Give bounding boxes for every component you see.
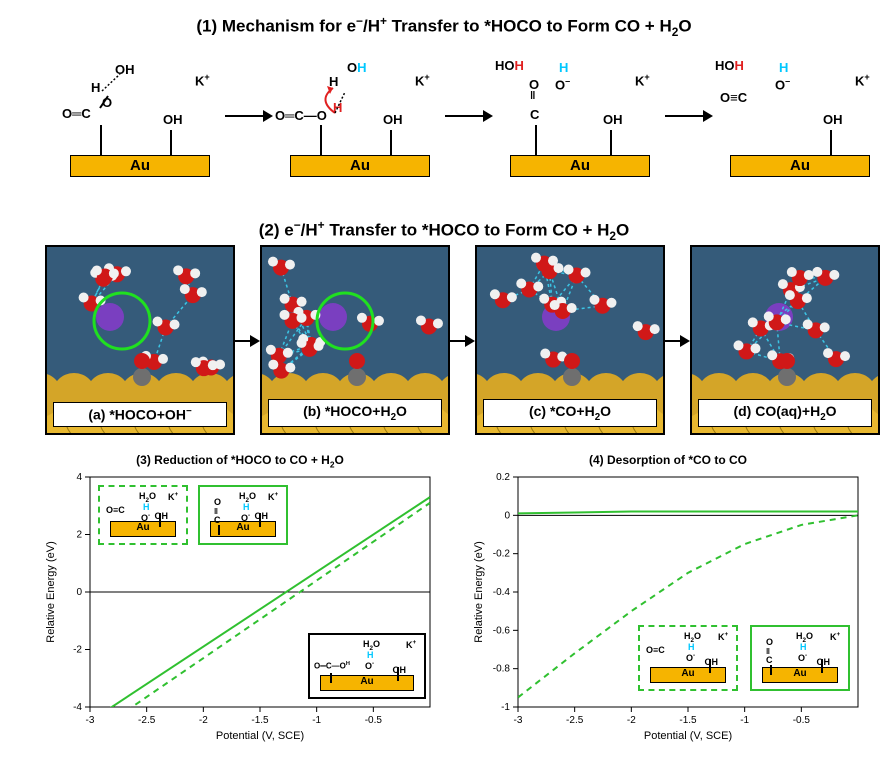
svg-text:-2: -2 (627, 715, 636, 726)
svg-text:-2.5: -2.5 (566, 715, 584, 726)
svg-text:Relative Energy (eV): Relative Energy (eV) (45, 541, 57, 643)
au-bar: Au (730, 155, 870, 177)
snap-arrow (233, 340, 252, 342)
bond-stick (610, 130, 612, 155)
schem-frame-d: Au O≡C HOH H O– OH K+ (715, 50, 885, 180)
svg-text:-2: -2 (73, 645, 82, 656)
svg-text:-0.5: -0.5 (793, 715, 811, 726)
svg-text:0.2: 0.2 (496, 472, 510, 483)
svg-text:Potential (V, SCE): Potential (V, SCE) (216, 730, 304, 742)
svg-text:-1.5: -1.5 (251, 715, 269, 726)
snap-label: (b) *HOCO+H2O (268, 399, 442, 427)
schem-frame-a: Au O═C O H OH OH K+ (55, 50, 225, 180)
chart3: (3) Reduction of *HOCO to CO + H2O -3-2.… (40, 455, 440, 745)
md-snapshot: (d) CO(aq)+H2O (690, 245, 880, 435)
svg-text:-2.5: -2.5 (138, 715, 156, 726)
au-bar: Au (70, 155, 210, 177)
au-bar: Au (510, 155, 650, 177)
schem-frame-b: Au O═C—O H H OH OH K+ (275, 50, 445, 180)
svg-text:0: 0 (76, 587, 82, 598)
snap-label: (d) CO(aq)+H2O (698, 399, 872, 427)
svg-text:-4: -4 (73, 702, 82, 713)
snap-arrow (663, 340, 682, 342)
svg-text:-0.5: -0.5 (365, 715, 383, 726)
mechanism-arrow (665, 115, 705, 117)
chart-inset: AuK+OHH2OHO-O═C—OH (308, 633, 426, 699)
md-snapshot: (b) *HOCO+H2O (260, 245, 450, 435)
mechanism-arrow (225, 115, 265, 117)
bond-stick (100, 125, 102, 155)
svg-text:-1: -1 (501, 702, 510, 713)
svg-text:-3: -3 (86, 715, 95, 726)
chart-inset: AuK+OHH2OHO-O≡C (98, 485, 188, 545)
svg-text:Relative Energy (eV): Relative Energy (eV) (473, 541, 485, 643)
chart-inset: AuK+OHH2OHO-O≡C (638, 625, 738, 691)
chart4: (4) Desorption of *CO to CO -3-2.5-2-1.5… (468, 455, 868, 745)
bond-stick (320, 125, 322, 155)
mechanism-arrow (445, 115, 485, 117)
md-snapshot: (c) *CO+H2O (475, 245, 665, 435)
svg-text:2: 2 (76, 530, 82, 541)
svg-text:-2: -2 (199, 715, 208, 726)
curly-arrow (315, 80, 365, 120)
svg-text:-1.5: -1.5 (679, 715, 697, 726)
bond-stick (830, 130, 832, 155)
bond-stick (390, 130, 392, 155)
chart-inset: AuK+OHH2OHO-O‖C (750, 625, 850, 691)
chart-inset: AuK+OHH2OHO-O‖C (198, 485, 288, 545)
snap-label: (a) *HOCO+OH− (53, 402, 227, 427)
panel2-title: (2) e−/H+ Transfer to *HOCO to Form CO +… (0, 218, 888, 243)
snap-arrow (448, 340, 467, 342)
svg-text:-0.6: -0.6 (493, 625, 511, 636)
figure-root: (1) Mechanism for e−/H+ Transfer to *HOC… (0, 0, 888, 763)
dotted-hbond (90, 68, 140, 113)
svg-text:-1: -1 (312, 715, 321, 726)
svg-text:0: 0 (504, 510, 510, 521)
svg-text:-0.2: -0.2 (493, 549, 511, 560)
au-bar: Au (290, 155, 430, 177)
svg-text:-0.8: -0.8 (493, 664, 511, 675)
svg-text:Potential (V, SCE): Potential (V, SCE) (644, 730, 732, 742)
bond-stick (535, 125, 537, 155)
schem-frame-c: Au C ‖ O HOH H O– OH K+ (495, 50, 665, 180)
svg-text:-3: -3 (514, 715, 523, 726)
md-snapshot: (a) *HOCO+OH− (45, 245, 235, 435)
svg-text:-1: -1 (740, 715, 749, 726)
svg-text:4: 4 (76, 472, 82, 483)
panel1-title: (1) Mechanism for e−/H+ Transfer to *HOC… (0, 14, 888, 39)
bond-stick (170, 130, 172, 155)
svg-text:-0.4: -0.4 (493, 587, 511, 598)
snap-label: (c) *CO+H2O (483, 399, 657, 427)
